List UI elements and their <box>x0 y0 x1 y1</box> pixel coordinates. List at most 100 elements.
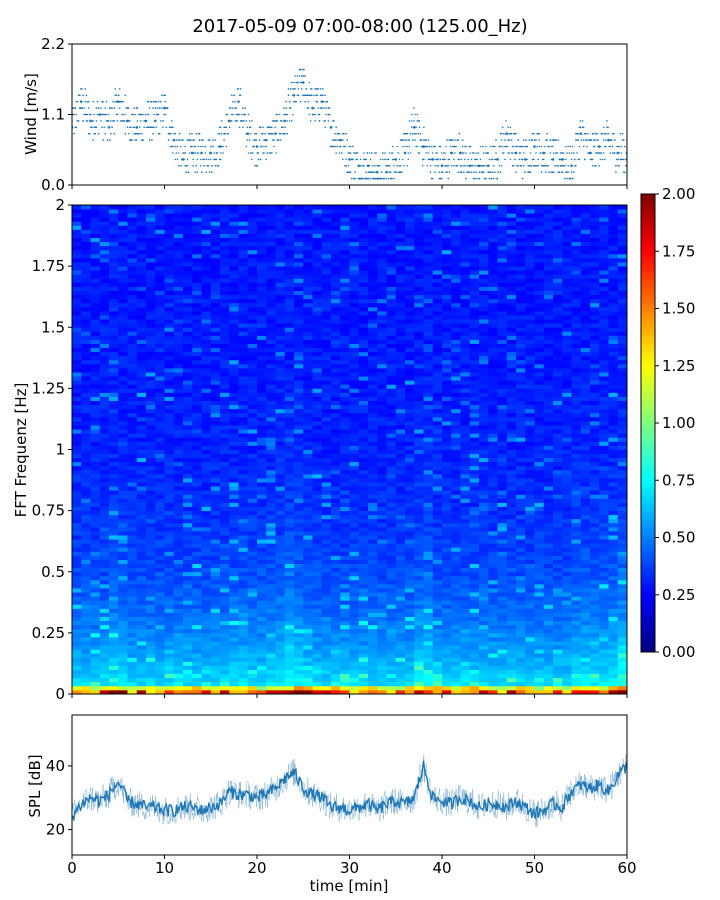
spectrogram-cell <box>146 681 156 687</box>
spectrogram-cell <box>275 514 286 520</box>
spectrogram-cell <box>257 392 267 397</box>
wind-point <box>493 145 495 148</box>
spectrogram-cell <box>294 469 304 475</box>
wind-point <box>504 139 506 141</box>
spectrogram-cell <box>173 249 184 255</box>
wind-point <box>320 100 324 103</box>
spectrogram-cell <box>192 535 202 540</box>
spectrogram-cell <box>294 588 304 593</box>
spectrogram-cell <box>192 339 202 344</box>
spectrogram-cell <box>201 335 212 340</box>
spectrogram-cell <box>118 620 128 626</box>
spectrogram-cell <box>303 372 313 377</box>
spectrogram-cell <box>99 653 110 658</box>
wind-point <box>96 113 99 116</box>
wind-point <box>514 158 516 161</box>
spectrogram-cell <box>81 319 91 324</box>
wind-point <box>376 177 379 180</box>
spectrogram-cell <box>247 266 258 271</box>
spectrogram-cell <box>146 604 156 609</box>
spectrogram-cell <box>247 376 258 381</box>
spectrogram-cell <box>183 323 193 328</box>
spectrogram-cell <box>127 225 138 230</box>
spectrogram-cell <box>183 604 193 609</box>
spectrogram-cell <box>257 249 267 255</box>
wind-point <box>424 139 426 141</box>
spectrogram-cell <box>155 420 165 426</box>
wind-point <box>373 177 375 180</box>
wind-point <box>579 120 582 122</box>
spectrogram-cell <box>284 213 295 218</box>
spectrogram-cell <box>155 282 165 287</box>
wind-point <box>323 107 325 109</box>
wind-point <box>505 145 507 148</box>
wind-point <box>450 139 453 141</box>
spectrogram-cell <box>192 632 202 638</box>
spectrogram-cell <box>118 433 128 438</box>
spectrogram-cell <box>90 445 101 450</box>
spectrogram-cell <box>192 478 202 483</box>
spectrogram-cell <box>136 641 147 646</box>
wind-point <box>313 94 315 97</box>
spectrogram-cell <box>247 665 258 670</box>
spectrogram-cell <box>201 518 212 524</box>
wind-point <box>309 94 312 97</box>
wind-point <box>433 158 435 161</box>
spectrogram-cell <box>229 449 239 454</box>
spectrogram-cell <box>146 502 156 507</box>
spectrogram-cell <box>266 335 276 340</box>
wind-point <box>103 126 105 129</box>
spectrogram-cell <box>118 653 128 658</box>
wind-point <box>307 100 310 103</box>
spectrogram-cell <box>294 612 304 617</box>
spectrogram-cell <box>173 420 184 426</box>
wind-point <box>246 139 249 141</box>
wind-point <box>439 158 442 161</box>
wind-point <box>469 145 472 148</box>
spectrogram-cell <box>118 298 128 304</box>
wind-point <box>87 100 90 103</box>
spectrogram-cell <box>331 685 341 691</box>
wind-point <box>223 139 225 141</box>
spectrogram-cell <box>238 506 249 512</box>
spectrogram-cell <box>257 478 267 483</box>
spectrogram-cell <box>247 335 258 340</box>
spectrogram-cell <box>183 392 193 397</box>
spectrogram-cell <box>257 449 267 454</box>
wind-point <box>571 145 574 148</box>
spectrogram-cell <box>201 249 212 255</box>
spectrogram-cell <box>247 425 258 430</box>
wind-point <box>97 107 100 109</box>
spectrogram-cell <box>183 486 193 491</box>
spectrogram-cell <box>146 404 156 410</box>
spectrogram-cell <box>164 685 175 691</box>
spectrogram-cell <box>127 453 138 459</box>
wind-point <box>151 100 153 103</box>
spectrogram-cell <box>118 555 128 560</box>
spectrogram-cell <box>201 205 212 210</box>
wind-point <box>587 132 589 135</box>
spectrogram-cell <box>173 315 184 320</box>
wind-point <box>178 139 181 141</box>
spectrogram-cell <box>164 669 175 675</box>
spectrogram-cell <box>118 351 128 357</box>
wind-point <box>386 158 389 161</box>
spectrogram-cell <box>146 363 156 369</box>
wind-point <box>90 113 92 116</box>
spectrogram-cell <box>266 363 276 369</box>
spectrogram-cell <box>81 372 91 377</box>
spectrogram-cell <box>247 302 258 308</box>
spectrogram-cell <box>81 363 91 369</box>
spectrogram-cell <box>266 539 276 544</box>
wind-point <box>275 113 278 116</box>
wind-point <box>153 100 155 103</box>
spectrogram-cell <box>257 380 267 385</box>
wind-point <box>275 152 278 154</box>
spectrogram-cell <box>164 363 175 369</box>
wind-point <box>467 171 470 173</box>
wind-point <box>285 107 288 109</box>
spectrogram-cell <box>266 555 276 560</box>
spectrogram-cell <box>201 645 212 650</box>
spectrogram-cell <box>331 649 341 654</box>
spectrogram-cell <box>183 270 193 275</box>
